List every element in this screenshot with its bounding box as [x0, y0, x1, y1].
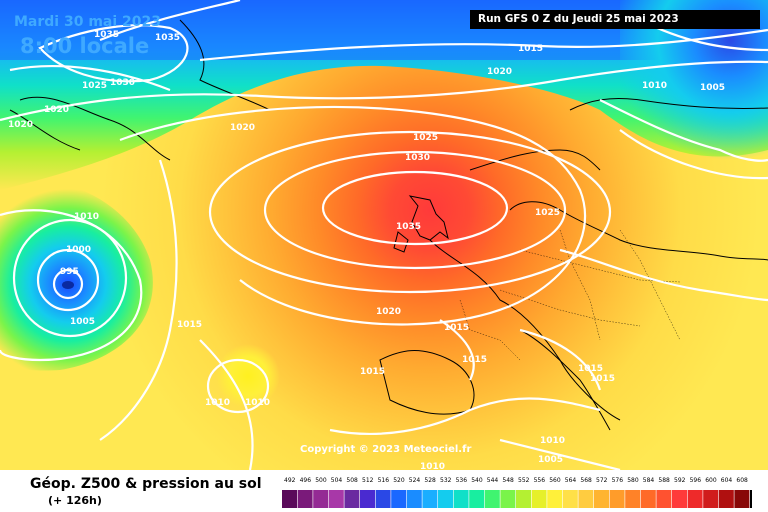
scale-swatch: [594, 490, 609, 508]
scale-label: 516: [378, 477, 390, 484]
scale-swatch: [422, 490, 438, 508]
legend-subtitle: (+ 126h): [48, 494, 102, 507]
scale-swatch: [687, 490, 703, 508]
forecast-date: Mardi 30 mai 2023: [14, 14, 162, 30]
scale-swatch: [656, 490, 672, 508]
geopotential-pressure-map: [0, 0, 768, 470]
low-marker: [62, 281, 74, 289]
scale-label: 504: [331, 477, 343, 484]
scale-label: 548: [502, 477, 514, 484]
atlantic-low: [0, 178, 153, 371]
scale-swatch: [609, 490, 625, 508]
scale-swatch: [718, 490, 734, 508]
scale-label: 496: [300, 477, 312, 484]
scale-swatch: [282, 490, 297, 508]
scale-swatch: [547, 490, 563, 508]
scale-label: 552: [518, 477, 530, 484]
scale-swatch: [625, 490, 641, 508]
run-info-banner: Run GFS 0 Z du Jeudi 25 mai 2023: [470, 10, 760, 29]
scale-label: 540: [471, 477, 483, 484]
scale-label: 576: [612, 477, 624, 484]
scale-label: 580: [627, 477, 639, 484]
scale-label: 492: [284, 477, 296, 484]
scale-label: 520: [393, 477, 405, 484]
scale-swatch: [360, 490, 375, 508]
scale-label: 608: [736, 477, 748, 484]
scale-label: 572: [596, 477, 608, 484]
scale-label: 536: [456, 477, 468, 484]
scale-swatch: [328, 490, 344, 508]
scale-label: 588: [658, 477, 670, 484]
scale-swatch: [531, 490, 547, 508]
scale-swatch: [375, 490, 391, 508]
scale-label: 556: [534, 477, 546, 484]
scale-label: 596: [690, 477, 702, 484]
scale-label: 524: [409, 477, 421, 484]
borders: [459, 229, 681, 361]
scale-swatch: [640, 490, 656, 508]
scale-label: 508: [346, 477, 358, 484]
scale-swatch: [562, 490, 578, 508]
azores-yellow: [216, 344, 280, 408]
scale-label: 532: [440, 477, 452, 484]
scale-label: 604: [721, 477, 733, 484]
scale-swatch: [453, 490, 469, 508]
forecast-time: 8:00 locale: [20, 34, 150, 58]
scale-label: 584: [643, 477, 655, 484]
scale-swatch: [313, 490, 329, 508]
legend-title: Géop. Z500 & pression au sol: [30, 476, 262, 492]
scale-swatch: [750, 490, 752, 508]
scale-swatch: [406, 490, 422, 508]
scale-swatch: [500, 490, 516, 508]
scale-swatch: [484, 490, 500, 508]
scale-swatch: [672, 490, 687, 508]
scale-label: 568: [580, 477, 592, 484]
scale-swatch: [734, 490, 750, 508]
scale-swatch: [703, 490, 719, 508]
scale-label: 500: [315, 477, 327, 484]
scale-swatch: [516, 490, 531, 508]
scale-swatch: [391, 490, 407, 508]
copyright-text: Copyright © 2023 Meteociel.fr: [300, 444, 472, 455]
scale-label: 512: [362, 477, 374, 484]
scale-label: 544: [487, 477, 499, 484]
scale-swatch: [297, 490, 313, 508]
scale-swatch: [578, 490, 594, 508]
scale-label: 600: [705, 477, 717, 484]
scale-label: 564: [565, 477, 577, 484]
scale-label: 560: [549, 477, 561, 484]
northeast-trough: [620, 0, 768, 180]
isobars: [99, 0, 768, 52]
scale-label: 528: [424, 477, 436, 484]
scale-swatch: [438, 490, 453, 508]
scale-swatch: [344, 490, 360, 508]
scale-label: 592: [674, 477, 686, 484]
color-scale: 492 496 500 504 508 512 516 520 524 528 532 536 540 5…: [282, 477, 752, 508]
scale-swatch: [469, 490, 485, 508]
